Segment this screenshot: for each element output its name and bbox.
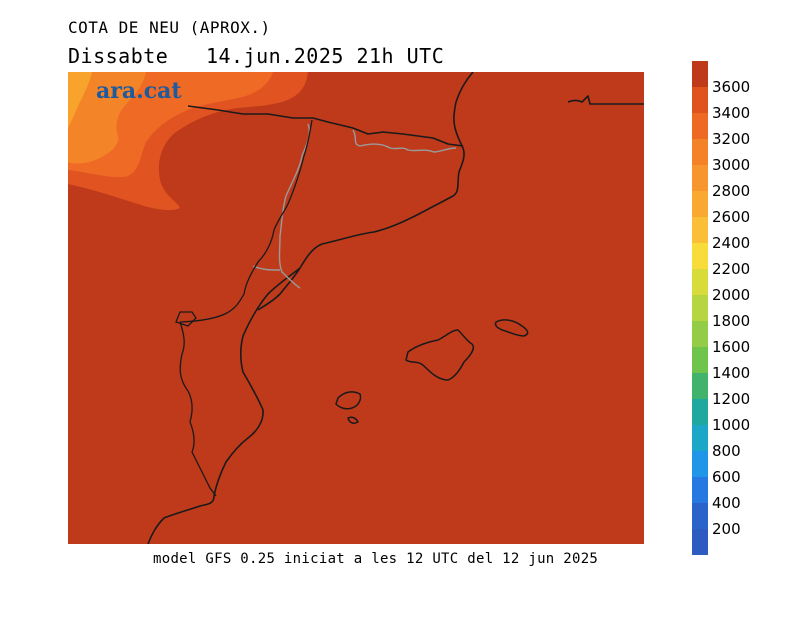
legend-label: 2200 — [712, 260, 751, 278]
legend-swatch — [692, 347, 708, 373]
map-panel — [68, 72, 644, 544]
legend-label: 3000 — [712, 156, 751, 174]
legend-swatch — [692, 113, 708, 139]
legend-label: 200 — [712, 520, 741, 538]
legend-label: 3400 — [712, 104, 751, 122]
legend-swatch — [692, 451, 708, 477]
island-mallorca — [405, 329, 475, 381]
legend-label: 2400 — [712, 234, 751, 252]
legend-swatch — [692, 295, 708, 321]
legend-label: 1000 — [712, 416, 751, 434]
legend-label: 3600 — [712, 78, 751, 96]
legend-swatch — [692, 503, 708, 529]
legend-swatch — [692, 529, 708, 555]
legend-swatch — [692, 399, 708, 425]
legend-label: 600 — [712, 468, 741, 486]
legend-label: 1800 — [712, 312, 751, 330]
legend-label: 1200 — [712, 390, 751, 408]
brand-logo: ara.cat — [96, 78, 182, 104]
legend-swatch — [692, 61, 708, 87]
island-outlines — [335, 319, 529, 424]
legend-swatch — [692, 321, 708, 347]
color-legend: 3600 3400 3200 3000 2800 2600 2400 2200 … — [692, 61, 792, 557]
legend-swatch — [692, 139, 708, 165]
map-title: COTA DE NEU (APROX.) — [68, 18, 271, 37]
snow-level-field-base — [68, 72, 644, 544]
legend-label: 1400 — [712, 364, 751, 382]
legend-swatch — [692, 87, 708, 113]
legend-swatch — [692, 373, 708, 399]
map-canvas — [68, 72, 644, 544]
legend-swatch — [692, 217, 708, 243]
legend-swatch — [692, 243, 708, 269]
legend-swatch — [692, 477, 708, 503]
legend-label: 2600 — [712, 208, 751, 226]
legend-label: 3200 — [712, 130, 751, 148]
legend-swatch — [692, 269, 708, 295]
internal-borders — [175, 119, 313, 497]
island-formentera — [347, 416, 359, 424]
legend-label: 1600 — [712, 338, 751, 356]
legend-label: 2800 — [712, 182, 751, 200]
model-run-footer: model GFS 0.25 iniciat a les 12 UTC del … — [153, 551, 599, 567]
island-menorca — [494, 319, 529, 337]
legend-label: 800 — [712, 442, 741, 460]
legend-label: 400 — [712, 494, 741, 512]
map-subtitle: Dissabte 14.jun.2025 21h UTC — [68, 44, 445, 68]
island-eivissa — [335, 391, 362, 410]
snow-level-field-3000 — [68, 72, 146, 164]
legend-swatch — [692, 165, 708, 191]
legend-label: 2000 — [712, 286, 751, 304]
legend-swatch — [692, 191, 708, 217]
legend-swatch — [692, 425, 708, 451]
snow-level-field-2800 — [68, 72, 92, 128]
